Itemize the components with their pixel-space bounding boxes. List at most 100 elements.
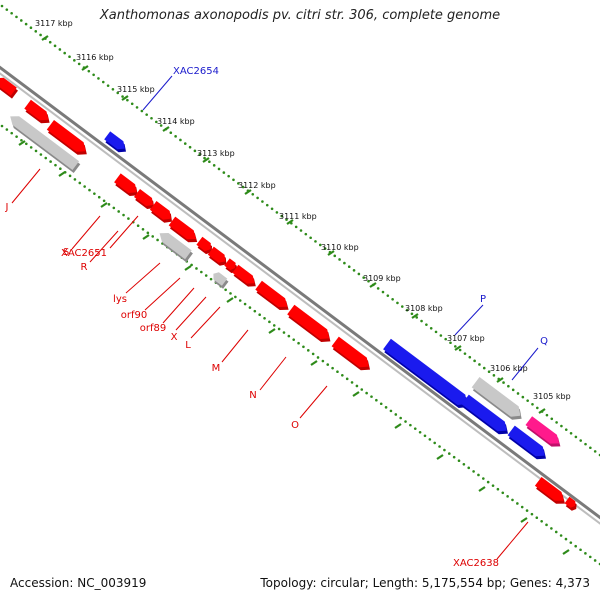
gene-arrow[interactable] (507, 425, 546, 460)
gene-arrow[interactable] (213, 272, 229, 289)
major-tick (202, 157, 210, 163)
tick-dot (127, 217, 130, 220)
tick-dot (287, 334, 291, 338)
gene-arrow[interactable] (134, 189, 155, 209)
gene-label[interactable]: N (249, 356, 287, 401)
tick-dot (404, 420, 407, 423)
gene-label[interactable]: XAC2654 (142, 66, 219, 111)
gene-label-text: O (291, 420, 299, 431)
gene-arrow[interactable] (207, 246, 227, 266)
tick-dot (321, 359, 325, 363)
gene-arrow[interactable] (331, 336, 370, 371)
gene-arrow[interactable] (159, 233, 193, 263)
tick-dot (10, 11, 13, 15)
gene-label-text: J (5, 202, 9, 213)
gene-arrow-body (255, 280, 288, 307)
gene-label[interactable]: orf89 (140, 287, 195, 334)
gene-arrow[interactable] (471, 377, 522, 420)
gene-arrow[interactable] (534, 477, 565, 504)
gene-label[interactable]: S (63, 215, 101, 258)
gene-labels: J S R XAC2651 lys orf90 orf89 XL M N O XAC2654 P Q XAC… (5, 66, 549, 569)
tick-dot (63, 51, 66, 55)
gene-arrow[interactable] (46, 120, 87, 155)
gene-label[interactable]: X (171, 296, 207, 343)
gene-features (0, 77, 577, 511)
gene-label[interactable]: R (81, 230, 119, 273)
gene-arrow[interactable] (461, 394, 508, 435)
tick-dot (574, 435, 578, 439)
tick-label: 3112 kbp (238, 181, 276, 190)
tick-dot (263, 316, 266, 320)
major-tick (58, 171, 66, 177)
gene-label[interactable]: P (454, 294, 486, 336)
gene-arrow[interactable] (224, 258, 237, 274)
gene-arrow[interactable] (196, 236, 212, 255)
gene-arrow[interactable] (104, 131, 126, 153)
tick-dot (54, 163, 57, 167)
major-tick (520, 517, 528, 523)
tick-dot (227, 174, 230, 178)
genome-backbone (0, 65, 600, 525)
tick-dot (396, 301, 399, 305)
gene-arrow[interactable] (564, 496, 577, 511)
tick-dot (212, 164, 216, 167)
gene-label[interactable]: M (212, 329, 249, 374)
tick-dot (482, 366, 486, 370)
gene-arrow[interactable] (149, 201, 172, 223)
tick-dot (251, 192, 255, 196)
gene-arrow[interactable] (255, 280, 289, 310)
tick-dot (347, 265, 351, 269)
gene-arrow[interactable] (0, 77, 18, 99)
gene-arrow[interactable] (10, 116, 81, 173)
tick-dot (174, 135, 177, 138)
tick-dot (34, 149, 38, 153)
gene-arrow-body (149, 201, 171, 220)
gene-arrow[interactable] (114, 173, 138, 196)
gene-arrow[interactable] (383, 338, 469, 408)
major-tick (454, 345, 462, 351)
tick-dot (48, 40, 52, 44)
tick-dot (136, 224, 140, 228)
tick-dot (25, 142, 28, 146)
tick-dot (579, 548, 582, 552)
tick-dot (97, 195, 101, 199)
gene-arrow[interactable] (24, 99, 50, 124)
tick-dot (477, 473, 480, 477)
tick-dot (560, 424, 563, 428)
tick-dot (306, 349, 310, 352)
tick-label: 3113 kbp (197, 149, 235, 158)
tick-dot (376, 287, 380, 290)
gene-label[interactable]: lys (113, 262, 161, 305)
gene-label[interactable]: XAC2651 (61, 215, 139, 259)
gene-label[interactable]: O (291, 385, 328, 431)
gene-arrow[interactable] (232, 264, 256, 287)
tick-dot (188, 145, 192, 149)
tick-dot (78, 181, 82, 185)
tick-label: 3109 kbp (363, 274, 401, 283)
tick-dot (574, 544, 577, 548)
leader-line (496, 521, 529, 560)
leader-line (259, 356, 287, 391)
tick-dot (472, 470, 475, 473)
gene-arrow[interactable] (287, 304, 331, 342)
gene-arrow-body (534, 477, 564, 501)
tick-label: 3114 kbp (157, 117, 195, 126)
tick-dot (183, 142, 187, 145)
gene-arrow-body (114, 173, 137, 193)
tick-dot (370, 395, 373, 398)
tick-dot (151, 235, 155, 238)
gene-label[interactable]: XAC2638 (453, 521, 529, 569)
tick-dot (336, 370, 339, 374)
gene-label[interactable]: J (5, 168, 41, 213)
tick-dot (204, 274, 208, 277)
tick-dot (579, 439, 583, 442)
gene-label[interactable]: orf90 (121, 277, 181, 321)
gene-arrow[interactable] (168, 216, 198, 243)
tick-dot (326, 363, 330, 366)
gene-arrow[interactable] (525, 416, 561, 447)
gene-label[interactable]: Q (511, 336, 548, 381)
leader-line (162, 287, 195, 324)
gene-label[interactable]: L (185, 306, 221, 351)
tick-dot (473, 359, 476, 363)
